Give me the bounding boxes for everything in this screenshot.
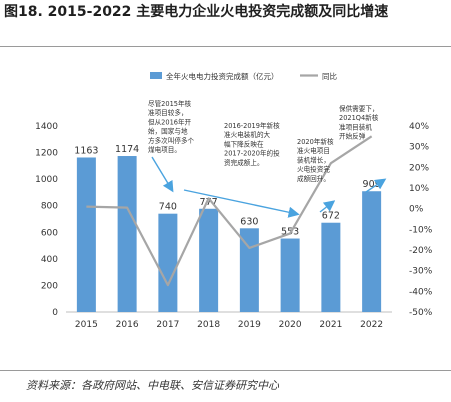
annotation-text: 准火电项目 <box>297 146 330 155</box>
annotation-text: 准项目较多， <box>148 108 188 117</box>
annotation-text: 准项目装机 <box>339 122 372 131</box>
right-axis-tick-label: 30% <box>409 143 429 153</box>
annotation-arrow <box>151 156 174 193</box>
bar-value-label: 672 <box>322 211 340 222</box>
annotation-text: 火电投资完 <box>297 165 330 174</box>
annotation-text: 开始反弹 <box>339 132 366 141</box>
annotation-text: 2021Q4新核 <box>339 113 379 122</box>
annotation-text: 装机增长， <box>297 155 330 164</box>
source-note: 资料来源：各政府网站、中电联、安信证券研究中心 <box>26 379 279 392</box>
x-axis-tick-label: 2021 <box>319 320 342 330</box>
annotation-text: 尽管2015年核 <box>148 99 192 108</box>
annotation-text: 资完成额上。 <box>224 158 264 167</box>
bar <box>239 228 259 312</box>
bar <box>117 156 137 312</box>
left-axis-tick-label: 600 <box>41 228 58 238</box>
legend-line-label: 同比 <box>322 71 337 81</box>
bar-value-label: 909 <box>363 179 381 190</box>
x-axis-tick-label: 2018 <box>197 320 220 330</box>
bar <box>158 213 178 312</box>
annotation-arrow <box>183 189 300 218</box>
bar-value-label: 740 <box>159 202 177 213</box>
left-axis-tick-label: 400 <box>41 255 58 265</box>
annotation-text: 方多次叫停多个 <box>148 136 195 145</box>
x-axis-tick-label: 2017 <box>156 320 179 330</box>
annotation-arrow <box>365 178 387 193</box>
bar-value-label: 630 <box>240 216 258 227</box>
left-axis-tick-label: 1400 <box>35 122 58 132</box>
right-axis-tick-label: 0% <box>409 205 424 215</box>
yoy-line <box>86 135 373 287</box>
annotation-text: 2016-2019年新核 <box>224 121 280 130</box>
annotation-text: 准火电装机的大 <box>224 130 271 139</box>
annotation-text: 始，国家与地 <box>148 127 188 136</box>
bar <box>362 191 382 312</box>
right-axis-tick-label: -20% <box>409 246 433 256</box>
annotation-text: 保供需要下， <box>339 104 379 113</box>
left-axis-tick-label: 0 <box>52 308 58 318</box>
right-axis-tick-label: -10% <box>409 225 433 235</box>
annotation-text: 成额回升。 <box>297 174 330 183</box>
bar <box>76 157 96 312</box>
right-axis-tick-label: 10% <box>409 184 429 194</box>
right-axis-tick-label: -50% <box>409 308 433 318</box>
right-axis-tick-label: 40% <box>409 122 429 132</box>
bar <box>280 238 300 312</box>
chart-title: 图18. 2015-2022 主要电力企业火电投资完成额及同比增速 <box>4 4 389 20</box>
bar-value-label: 777 <box>200 197 218 208</box>
left-axis-tick-label: 1000 <box>35 175 58 185</box>
right-axis-tick-label: 20% <box>409 163 429 173</box>
legend-bar-label: 全年火电电力投资完成额（亿元） <box>166 71 279 81</box>
annotation-text: 但从2016年开 <box>148 117 192 126</box>
left-axis-tick-label: 200 <box>41 281 58 291</box>
x-axis-tick-label: 2019 <box>238 320 261 330</box>
top-divider <box>0 46 451 47</box>
x-axis-tick-label: 2015 <box>75 320 98 330</box>
annotation-text: 2017-2020年的投 <box>224 149 280 158</box>
x-axis-tick-label: 2016 <box>116 320 139 330</box>
right-axis-tick-label: -30% <box>409 267 433 277</box>
annotation-text: 2020年新核 <box>297 137 334 146</box>
annotation-text: 煤电项目。 <box>148 145 181 154</box>
annotation-arrow <box>319 200 336 213</box>
left-axis-tick-label: 1200 <box>35 149 58 159</box>
right-axis-tick-label: -40% <box>409 287 433 297</box>
x-axis-tick-label: 2022 <box>360 320 383 330</box>
legend-bar-swatch <box>150 72 162 79</box>
bar <box>321 222 341 312</box>
x-axis-tick-label: 2020 <box>279 320 302 330</box>
left-axis-tick-label: 800 <box>41 202 58 212</box>
annotation-text: 幅下降反映在 <box>224 139 264 148</box>
bar-value-label: 1174 <box>115 144 139 155</box>
bar-value-label: 1163 <box>74 145 98 156</box>
bottom-divider <box>0 370 451 371</box>
chart: 0 200 400 600 800 1000 1200 1400 -50% -40% -30% -20… <box>35 71 433 330</box>
bar <box>199 208 219 312</box>
